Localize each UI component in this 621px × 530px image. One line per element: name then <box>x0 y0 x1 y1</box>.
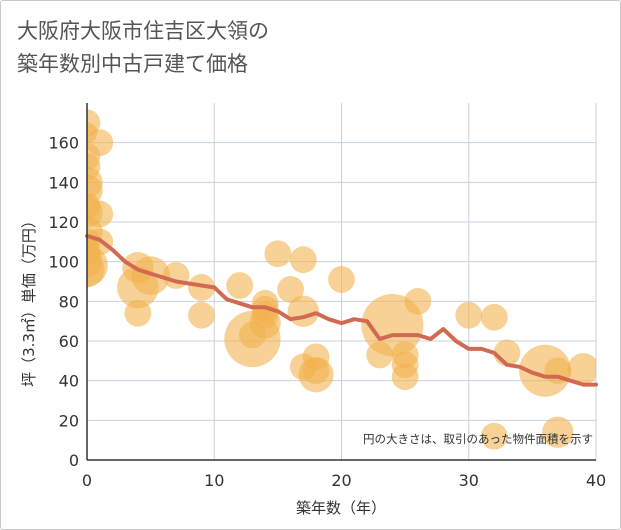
data-point <box>328 266 355 293</box>
tick-labels: 0 20 40 60 80 100 120 140 160 0 10 20 30 40 <box>48 134 606 490</box>
x-tick-label: 40 <box>586 471 606 490</box>
y-tick-label: 120 <box>48 213 79 232</box>
chart-title-line2: 築年数別中古戸建て価格 <box>17 52 248 76</box>
data-point <box>391 363 419 391</box>
bubble-layer <box>87 109 596 450</box>
data-point <box>480 422 508 450</box>
y-tick-label: 80 <box>59 292 79 311</box>
y-tick-label: 100 <box>48 253 79 272</box>
data-point <box>455 301 483 329</box>
y-tick-label: 20 <box>59 411 79 430</box>
x-tick-label: 0 <box>82 471 92 490</box>
data-point <box>298 357 334 393</box>
data-point <box>542 416 574 448</box>
x-tick-label: 10 <box>204 471 224 490</box>
y-tick-label: 140 <box>48 173 79 192</box>
x-tick-label: 30 <box>459 471 479 490</box>
x-tick-label: 20 <box>331 471 351 490</box>
y-axis-label: 坪（3.3㎡）単価（万円） <box>20 213 38 387</box>
grid-lines <box>87 103 597 460</box>
data-point <box>87 252 105 288</box>
data-point <box>226 272 254 299</box>
y-tick-label: 40 <box>59 372 79 391</box>
data-point <box>404 287 432 315</box>
data-point <box>277 276 304 303</box>
data-point <box>249 307 281 339</box>
bubble-size-note: 円の大きさは、取引のあった物件面積を示す <box>363 432 593 446</box>
y-tick-label: 60 <box>59 332 79 351</box>
data-point <box>289 246 317 274</box>
data-point <box>188 301 215 329</box>
data-point <box>287 295 319 327</box>
y-tick-label: 160 <box>48 134 79 153</box>
chart-title-line1: 大阪府大阪市住吉区大領の <box>17 19 269 43</box>
chart-title: 大阪府大阪市住吉区大領の 築年数別中古戸建て価格 <box>17 15 269 81</box>
data-point <box>480 303 508 331</box>
average-trend-line <box>85 233 598 387</box>
x-axis-label: 築年数（年） <box>296 499 386 517</box>
data-point <box>124 299 152 327</box>
y-tick-label: 0 <box>69 451 79 470</box>
data-point <box>117 266 159 309</box>
data-point <box>567 353 596 385</box>
axes <box>86 103 596 461</box>
trend-layer <box>85 233 598 387</box>
data-point <box>264 240 292 268</box>
